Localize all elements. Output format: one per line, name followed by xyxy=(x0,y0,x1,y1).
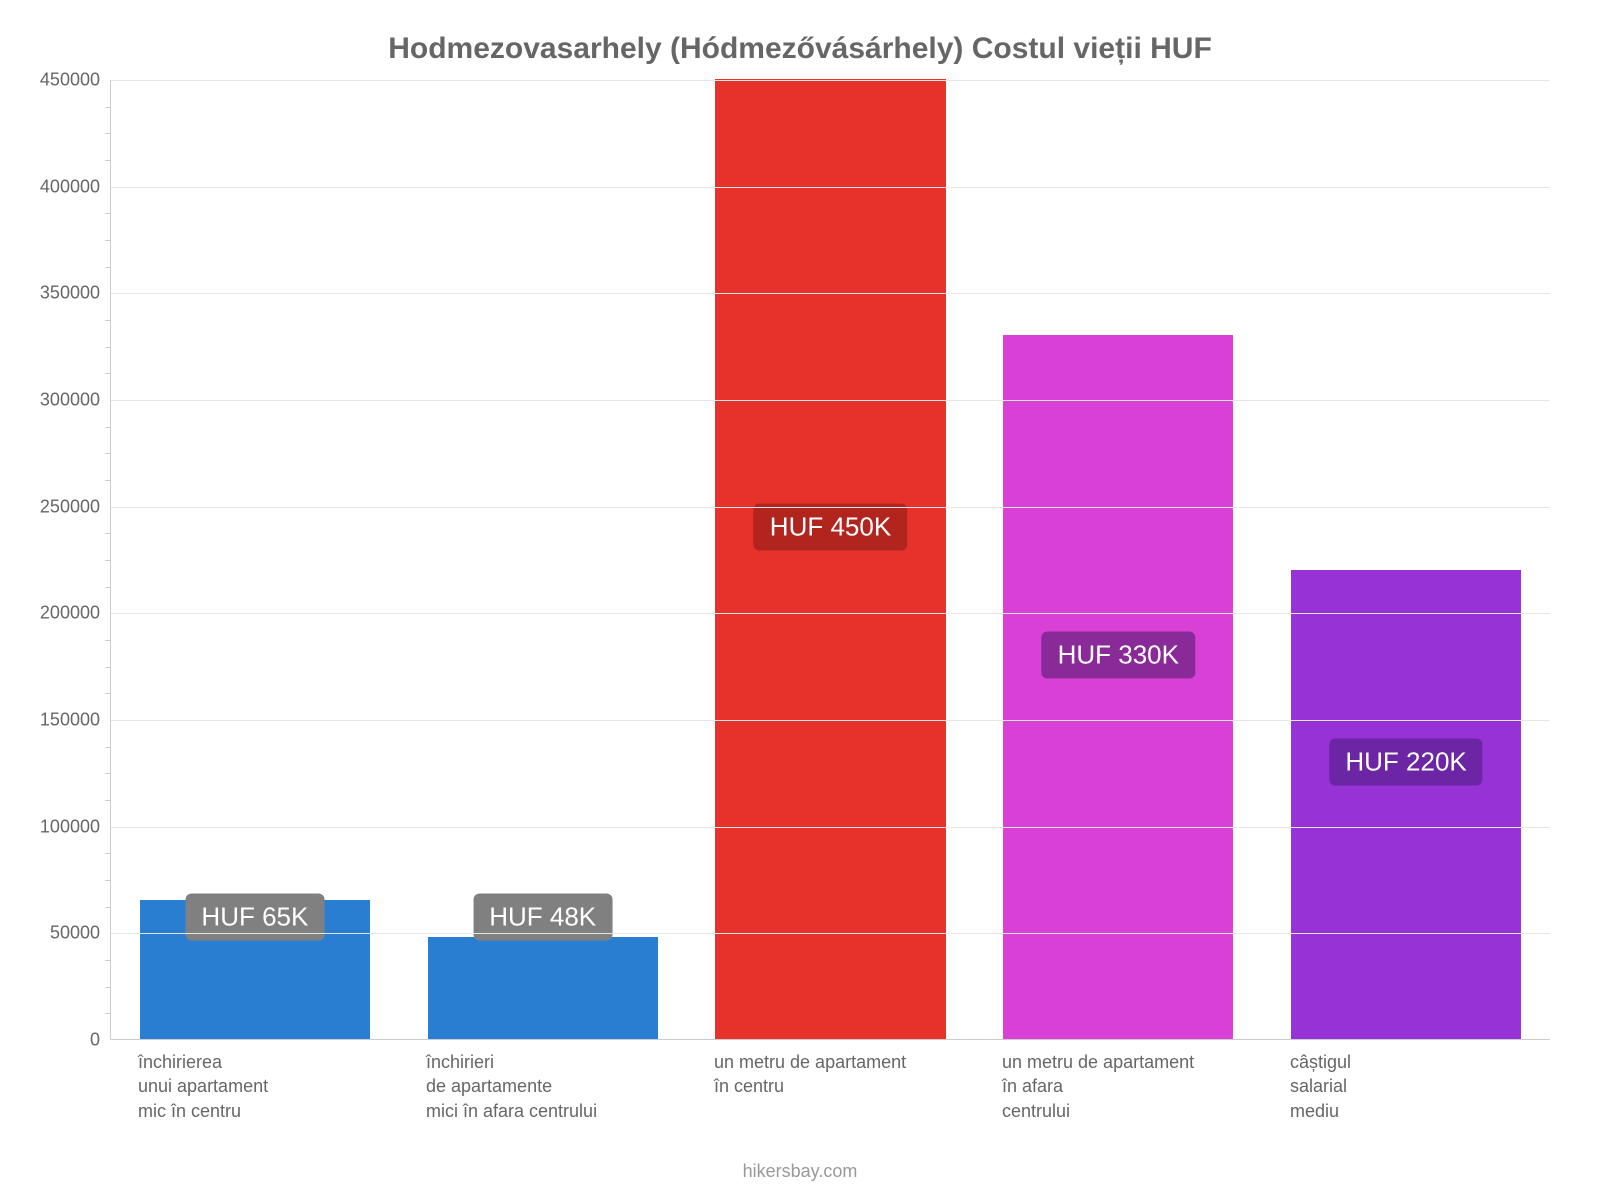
y-minor-tick xyxy=(105,560,111,561)
y-minor-tick xyxy=(105,453,111,454)
y-minor-tick xyxy=(105,853,111,854)
bars-group: HUF 65K HUF 48K HUF 450K HUF 330K HUF 220K xyxy=(111,80,1550,1039)
y-minor-tick xyxy=(105,160,111,161)
x-axis-label: un metru de apartamentîn centru xyxy=(686,1050,974,1123)
y-minor-tick xyxy=(105,320,111,321)
x-axis-label: câștigulsalarialmediu xyxy=(1262,1050,1550,1123)
y-minor-tick xyxy=(105,640,111,641)
y-tick-label: 350000 xyxy=(10,283,100,304)
y-minor-tick xyxy=(105,533,111,534)
bar-value-label: HUF 220K xyxy=(1329,738,1482,785)
y-minor-tick xyxy=(105,1013,111,1014)
y-minor-tick xyxy=(105,427,111,428)
gridline xyxy=(111,400,1550,401)
chart-title: Hodmezovasarhely (Hódmezővásárhely) Cost… xyxy=(0,32,1600,66)
gridline xyxy=(111,507,1550,508)
y-minor-tick xyxy=(105,373,111,374)
bar-value-label: HUF 330K xyxy=(1042,632,1195,679)
gridline xyxy=(111,827,1550,828)
y-tick-label: 400000 xyxy=(10,176,100,197)
y-tick-label: 250000 xyxy=(10,496,100,517)
bar: HUF 65K xyxy=(140,900,370,1039)
y-tick-label: 200000 xyxy=(10,603,100,624)
y-minor-tick xyxy=(105,960,111,961)
chart-container: Hodmezovasarhely (Hódmezővásárhely) Cost… xyxy=(0,0,1600,1200)
y-minor-tick xyxy=(105,693,111,694)
plot-area: HUF 65K HUF 48K HUF 450K HUF 330K HUF 220K xyxy=(110,80,1550,1040)
gridline xyxy=(111,80,1550,81)
credit-text: hikersbay.com xyxy=(0,1161,1600,1182)
y-minor-tick xyxy=(105,987,111,988)
bar: HUF 48K xyxy=(428,937,658,1039)
y-minor-tick xyxy=(105,107,111,108)
bar-slot: HUF 330K xyxy=(974,80,1262,1039)
y-minor-tick xyxy=(105,240,111,241)
y-minor-tick xyxy=(105,800,111,801)
x-axis-label: închiriereaunui apartamentmic în centru xyxy=(110,1050,398,1123)
x-axis-labels: închiriereaunui apartamentmic în centruî… xyxy=(110,1050,1550,1123)
bar-slot: HUF 450K xyxy=(687,80,975,1039)
gridline xyxy=(111,613,1550,614)
y-minor-tick xyxy=(105,347,111,348)
gridline xyxy=(111,720,1550,721)
bar: HUF 450K xyxy=(715,79,945,1039)
gridline xyxy=(111,187,1550,188)
x-axis-label: închirieride apartamentemici în afara ce… xyxy=(398,1050,686,1123)
y-tick-label: 100000 xyxy=(10,816,100,837)
x-axis-label: un metru de apartamentîn afaracentrului xyxy=(974,1050,1262,1123)
y-minor-tick xyxy=(105,907,111,908)
y-minor-tick xyxy=(105,213,111,214)
y-minor-tick xyxy=(105,133,111,134)
y-minor-tick xyxy=(105,587,111,588)
y-minor-tick xyxy=(105,267,111,268)
bar: HUF 220K xyxy=(1291,570,1521,1039)
y-minor-tick xyxy=(105,667,111,668)
y-minor-tick xyxy=(105,747,111,748)
y-tick-label: 0 xyxy=(10,1030,100,1051)
y-tick-label: 150000 xyxy=(10,710,100,731)
bar-value-label: HUF 450K xyxy=(754,504,907,551)
y-tick-label: 450000 xyxy=(10,70,100,91)
y-minor-tick xyxy=(105,480,111,481)
bar-slot: HUF 48K xyxy=(399,80,687,1039)
y-minor-tick xyxy=(105,773,111,774)
y-tick-label: 50000 xyxy=(10,923,100,944)
gridline xyxy=(111,293,1550,294)
bar-slot: HUF 65K xyxy=(111,80,399,1039)
bar-slot: HUF 220K xyxy=(1262,80,1550,1039)
gridline xyxy=(111,933,1550,934)
y-minor-tick xyxy=(105,880,111,881)
y-tick-label: 300000 xyxy=(10,390,100,411)
